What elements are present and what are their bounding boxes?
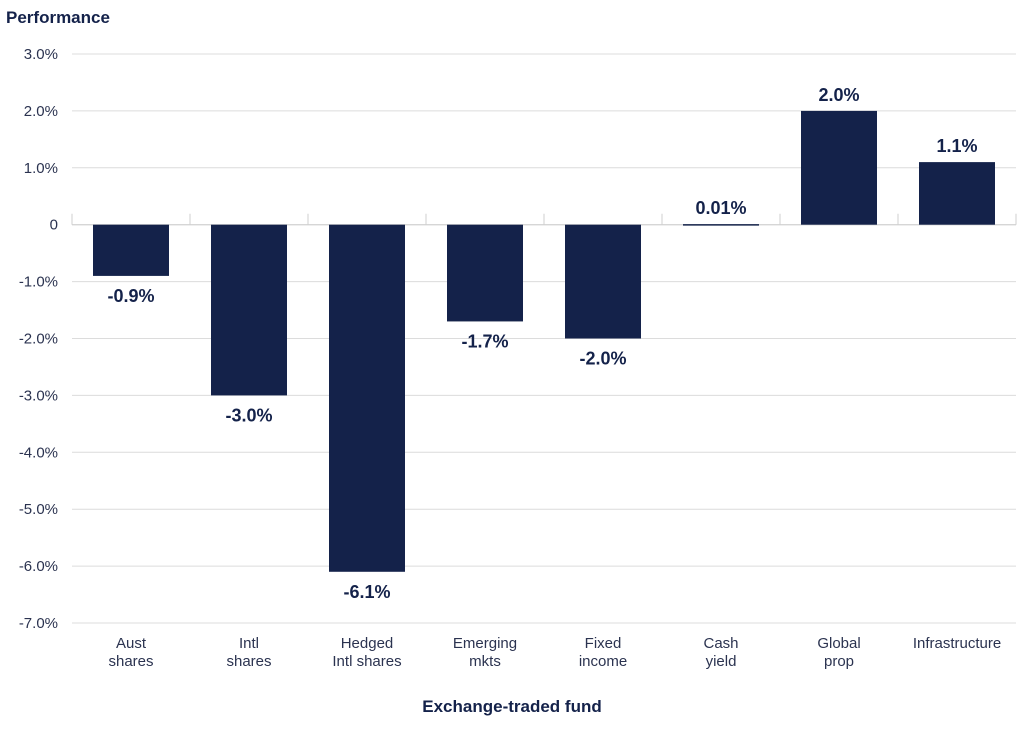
data-label: 2.0% — [818, 85, 859, 105]
bar — [447, 224, 523, 322]
x-tick-label: Cash — [703, 635, 738, 652]
y-tick-label: 0 — [50, 217, 58, 234]
y-tick-label: 3.0% — [24, 46, 58, 63]
bar — [683, 224, 759, 226]
y-tick-label: -7.0% — [19, 615, 58, 632]
x-axis-title: Exchange-traded fund — [422, 697, 602, 716]
data-label: -1.7% — [461, 331, 508, 351]
x-tick-label: Infrastructure — [913, 635, 1001, 652]
y-tick-label: 1.0% — [24, 160, 58, 177]
bar — [801, 110, 877, 225]
x-tick-label: mkts — [469, 653, 501, 670]
x-tick-label: Intl — [239, 635, 259, 652]
bar — [329, 224, 405, 572]
x-tick-label: Global — [817, 635, 860, 652]
x-tick-label: Fixed — [585, 635, 622, 652]
x-tick-label: Intl shares — [332, 653, 401, 670]
bar — [919, 162, 995, 225]
x-tick-label: Hedged — [341, 635, 394, 652]
x-tick-label: yield — [706, 653, 737, 670]
y-tick-label: -2.0% — [19, 331, 58, 348]
x-tick-label: Emerging — [453, 635, 517, 652]
y-tick-label: -5.0% — [19, 501, 58, 518]
data-label: 0.01% — [695, 198, 746, 218]
y-tick-label: -4.0% — [19, 444, 58, 461]
bar — [93, 224, 169, 276]
data-label: -0.9% — [107, 286, 154, 306]
y-tick-label: -1.0% — [19, 274, 58, 291]
y-tick-label: -3.0% — [19, 387, 58, 404]
x-tick-label: prop — [824, 653, 854, 670]
x-tick-label: Aust — [116, 635, 147, 652]
y-tick-label: -6.0% — [19, 558, 58, 575]
data-label: -2.0% — [579, 349, 626, 369]
x-tick-label: shares — [108, 653, 153, 670]
bar — [211, 224, 287, 396]
x-tick-label: income — [579, 653, 627, 670]
y-tick-label: 2.0% — [24, 103, 58, 120]
bar — [565, 224, 641, 339]
data-label: 1.1% — [936, 136, 977, 156]
y-axis-title: Performance — [6, 8, 110, 27]
data-label: -6.1% — [343, 582, 390, 602]
data-label: -3.0% — [225, 405, 272, 425]
x-tick-label: shares — [226, 653, 271, 670]
